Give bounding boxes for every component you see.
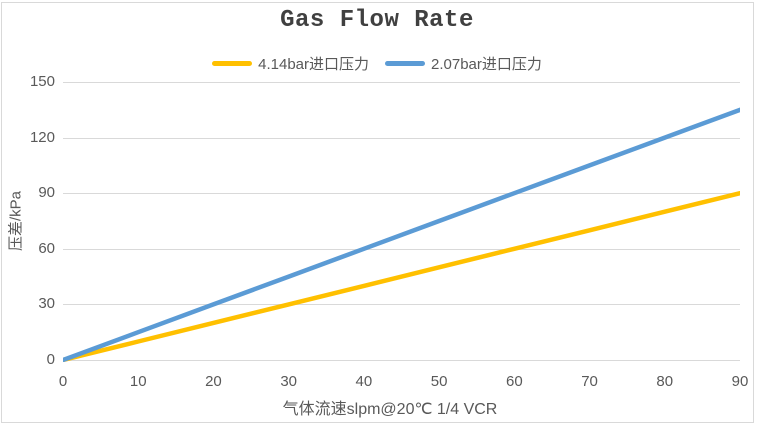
x-tick-label-0: 0 — [58, 373, 68, 390]
legend-item-0: 4.14bar进口压力 — [212, 53, 369, 74]
legend-label: 2.07bar进口压力 — [431, 56, 542, 73]
y-tick-label-150: 150 — [29, 73, 55, 90]
y-tick-label-30: 30 — [38, 295, 55, 313]
plot-area — [63, 82, 740, 362]
x-tick-label-30: 30 — [280, 373, 297, 390]
x-tick-label-20: 20 — [205, 373, 222, 390]
legend: 4.14bar进口压力 2.07bar进口压力 — [1, 53, 753, 74]
x-tick-label-90: 90 — [731, 373, 749, 390]
x-tick-label-50: 50 — [430, 373, 448, 390]
y-axis-title: 压差/kPa — [7, 190, 25, 252]
x-tick-label-80: 80 — [656, 373, 674, 390]
legend-label: 4.14bar进口压力 — [258, 56, 369, 73]
x-axis-title: 气体流速slpm@20℃ 1/4 VCR — [282, 401, 498, 418]
y-tick-label-90: 90 — [38, 184, 55, 202]
x-tick-label-60: 60 — [505, 373, 523, 390]
y-tick-label-120: 120 — [29, 128, 55, 146]
legend-line-swatch — [212, 61, 253, 66]
x-tick-label-10: 10 — [129, 373, 147, 390]
y-tick-label-0: 0 — [46, 351, 55, 368]
x-tick-label-70: 70 — [581, 373, 598, 390]
chart-title: Gas Flow Rate — [280, 7, 474, 34]
series-line-0 — [63, 190, 740, 362]
legend-item-1: 2.07bar进口压力 — [385, 53, 542, 74]
y-tick-label-60: 60 — [38, 239, 55, 257]
legend-line-swatch — [385, 61, 425, 66]
chart-frame — [1, 2, 754, 423]
series-line-1 — [63, 107, 740, 362]
x-tick-label-40: 40 — [355, 373, 373, 390]
